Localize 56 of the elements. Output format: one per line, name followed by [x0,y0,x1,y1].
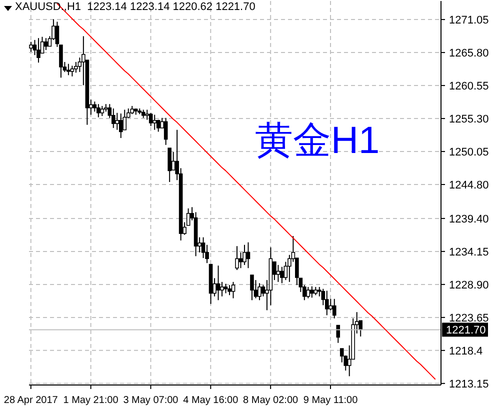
y-tick-label: 1213.15 [449,378,489,390]
y-tick-label: 1244.80 [449,180,489,192]
candlestick [168,148,172,182]
y-tick-label: 1223.65 [449,312,489,324]
x-tick-label: 4 May 16:00 [183,395,239,406]
candlestick [118,113,123,139]
candlestick [171,151,176,171]
candlestick [336,324,340,344]
y-tick-label: 1255.30 [449,114,489,126]
candlestick [340,348,344,363]
candlestick [29,41,33,52]
y-tick-label: 1239.40 [449,213,489,226]
candlestick [310,286,314,298]
candlestick [246,242,250,269]
candlestick [148,112,153,127]
y-tick-label: 1234.15 [449,246,489,258]
y-tick-label: 1260.55 [449,80,489,93]
y-tick-label: 1271.05 [449,14,489,27]
candlestick [231,281,236,299]
y-tick-label: 1228.90 [449,279,489,292]
candlestick [242,244,246,266]
candlestick [36,38,40,64]
candlestick [280,266,284,284]
candlestick [96,104,100,118]
ref-line-label: 1221.70 [446,324,486,337]
candlestick [276,264,280,282]
candlestick [201,236,206,259]
candlestick [66,63,70,76]
y-tick-label: 1265.80 [449,48,489,60]
annotation: 黄金H1 [255,119,380,164]
candlestick [250,274,254,301]
candlestick [152,114,156,130]
candlestick [220,281,224,297]
candlestick [44,38,48,51]
candlestick [324,290,329,316]
candlestick [70,65,74,77]
candlestick [74,61,78,74]
candlestick [164,117,168,146]
y-tick-label: 1218.4 [449,345,483,358]
candlestick [235,246,239,270]
x-tick-label: 3 May 07:00 [123,395,179,406]
candlestick [216,265,220,301]
x-tick-label: 1 May 21:00 [63,395,119,406]
candlestick [224,283,228,294]
y-tick-label: 1250.05 [449,146,489,159]
candlestick [228,284,232,296]
candlestick [258,282,262,301]
candlestick [306,286,310,299]
x-tick-label: 28 Apr 2017 [4,395,58,406]
x-tick-label: 9 May 11:00 [303,395,358,406]
candlestick [100,105,104,117]
candlestick [145,109,150,120]
candlestick [112,108,116,128]
candlestick [115,112,120,130]
x-tick-label: 8 May 02:00 [243,395,299,406]
candlestick [332,298,336,319]
